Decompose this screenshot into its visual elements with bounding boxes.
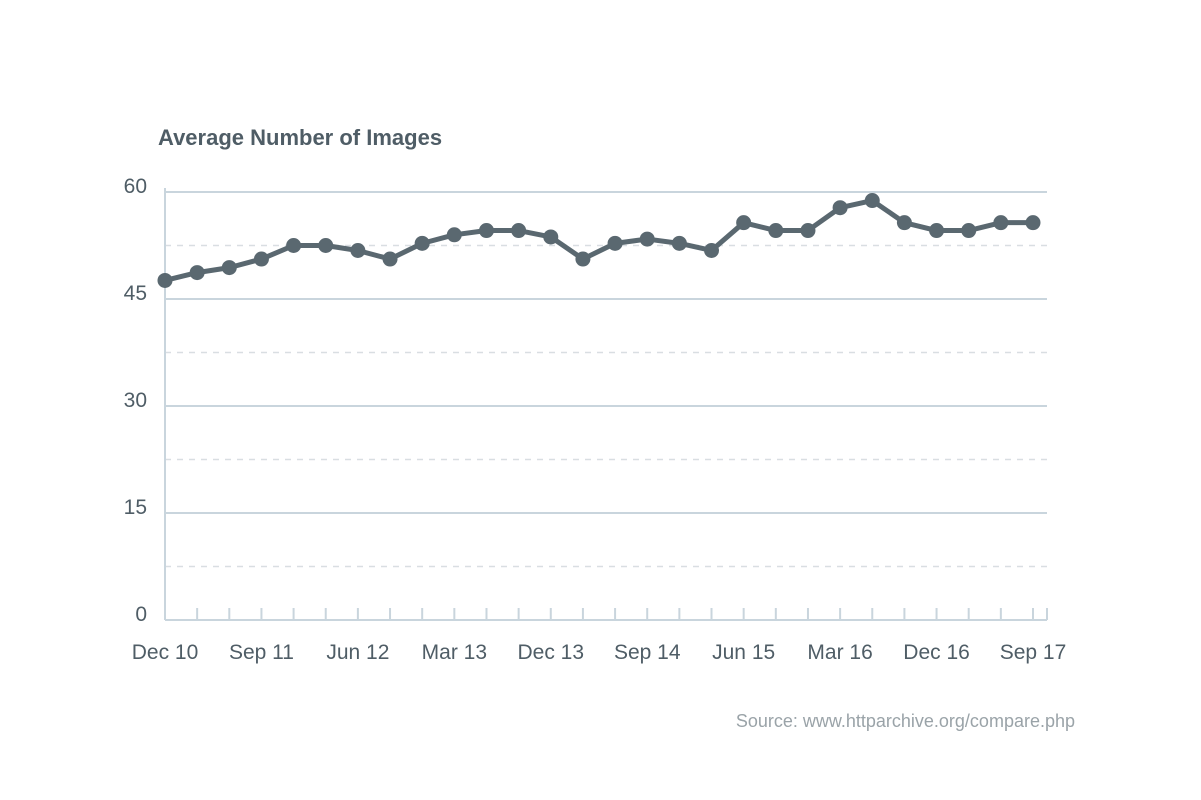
x-tick-label: Dec 10 [132, 641, 199, 664]
x-tick-label: Jun 12 [326, 641, 389, 664]
data-point [1025, 215, 1041, 231]
data-point [511, 223, 527, 239]
chart-title: Average Number of Images [158, 125, 442, 150]
data-point [704, 242, 720, 258]
data-point [157, 272, 173, 288]
source-note: Source: www.httparchive.org/compare.php [736, 711, 1075, 731]
data-point [736, 215, 752, 231]
x-tick-label: Sep 14 [614, 641, 681, 664]
data-point [318, 238, 334, 253]
data-point [993, 215, 1009, 231]
data-point [961, 223, 977, 239]
x-tick-label: Mar 16 [807, 641, 872, 664]
data-point [543, 229, 559, 245]
data-point [800, 223, 816, 239]
y-tick-label: 15 [124, 496, 147, 519]
data-point [189, 265, 205, 281]
x-tick-label: Dec 13 [518, 641, 585, 664]
y-tick-label: 0 [135, 603, 147, 626]
y-axis: 0 15 30 45 60 [124, 175, 147, 626]
data-point [929, 223, 945, 239]
data-point [414, 235, 430, 251]
data-point [768, 223, 784, 239]
data-point [671, 235, 687, 251]
y-tick-label: 30 [124, 389, 147, 412]
data-point [350, 242, 366, 258]
data-point [864, 193, 880, 209]
data-point [832, 200, 848, 216]
x-tick-label: Jun 15 [712, 641, 775, 664]
data-point [575, 251, 591, 267]
y-tick-label: 60 [124, 175, 147, 198]
data-series [157, 193, 1041, 288]
data-point [221, 260, 237, 276]
grid [164, 188, 1047, 621]
data-point [639, 231, 655, 247]
data-point [446, 227, 462, 243]
x-tick-label: Sep 17 [1000, 641, 1067, 664]
data-point [253, 251, 269, 267]
data-point [896, 215, 912, 231]
x-tick-label: Dec 16 [903, 641, 970, 664]
x-axis: Dec 10 Sep 11 Jun 12 Mar 13 Dec 13 Sep 14 Jun … [132, 608, 1067, 664]
y-tick-label: 45 [124, 282, 147, 305]
data-point [607, 235, 623, 251]
data-point [286, 238, 302, 253]
x-tick-label: Sep 11 [229, 641, 294, 664]
series-line [162, 198, 1036, 283]
x-tick-label: Mar 13 [422, 641, 487, 664]
data-point [382, 251, 398, 267]
data-point [478, 223, 494, 239]
